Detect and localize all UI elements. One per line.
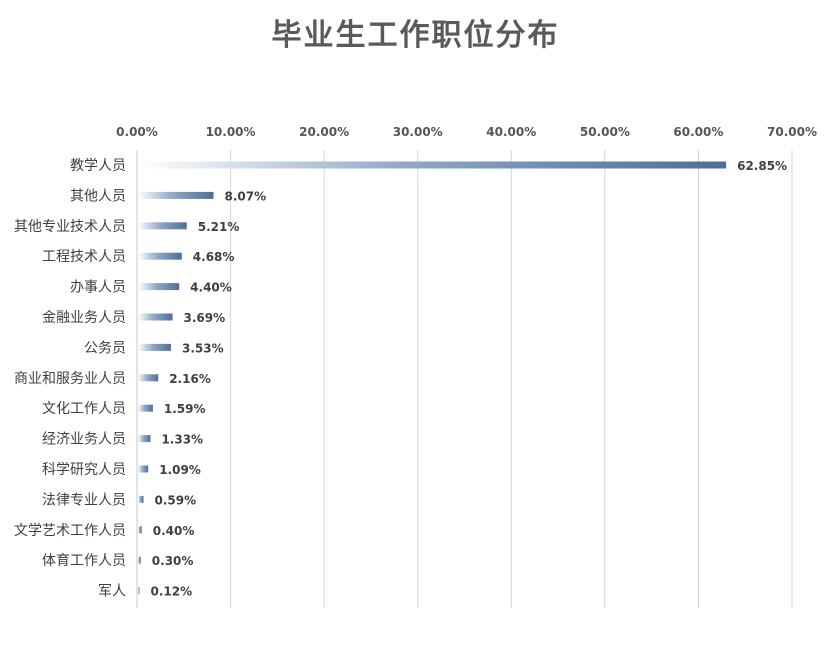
category-label: 法律专业人员 [42,492,126,508]
category-label: 其他人员 [70,188,126,204]
category-label: 经济业务人员 [42,432,126,448]
bar [138,404,153,412]
bar [138,191,214,199]
bar [138,465,149,473]
bar [138,435,151,443]
category-label: 科学研究人员 [42,462,126,478]
category-label: 办事人员 [70,280,126,296]
bar [138,374,159,382]
x-tick-label: 30.00% [393,125,443,139]
category-label: 教学人员 [70,158,126,174]
category-label: 文学艺术工作人员 [14,523,126,539]
x-tick-label: 0.00% [116,125,158,139]
data-label: 0.12% [151,585,193,599]
data-label: 2.16% [169,372,211,386]
data-label: 0.59% [155,493,197,507]
x-tick-label: 50.00% [580,125,630,139]
bar [138,252,182,260]
data-label: 1.09% [159,463,201,477]
x-tick-label: 10.00% [206,125,256,139]
bar [138,313,173,321]
bar [138,526,142,534]
category-label: 商业和服务业人员 [14,371,126,387]
data-label: 8.07% [225,189,267,203]
x-tick-label: 20.00% [299,125,349,139]
data-label: 3.53% [182,341,224,355]
data-label: 5.21% [198,220,240,234]
data-label: 1.59% [164,402,206,416]
bar [138,161,727,169]
data-label: 3.69% [184,311,226,325]
x-tick-label: 40.00% [486,125,536,139]
category-label: 军人 [98,584,126,600]
bar [138,587,140,595]
data-label: 4.68% [193,250,235,264]
bar [138,495,144,503]
data-label: 1.33% [161,433,203,447]
bar [138,222,187,230]
category-label: 公务员 [84,340,126,356]
data-label: 4.40% [190,281,232,295]
bar [138,343,172,351]
category-label: 金融业务人员 [42,310,126,326]
data-label: 0.40% [153,524,195,538]
category-label: 文化工作人员 [42,401,126,417]
bar [138,283,180,291]
category-label: 体育工作人员 [42,553,126,569]
category-label: 工程技术人员 [42,249,126,265]
chart-title: 毕业生工作职位分布 [271,18,560,53]
data-label: 0.30% [152,554,194,568]
data-label: 62.85% [737,159,787,173]
bar [138,556,141,564]
x-tick-label: 60.00% [673,125,723,139]
category-label: 其他专业技术人员 [14,219,126,235]
x-tick-label: 70.00% [767,125,817,139]
